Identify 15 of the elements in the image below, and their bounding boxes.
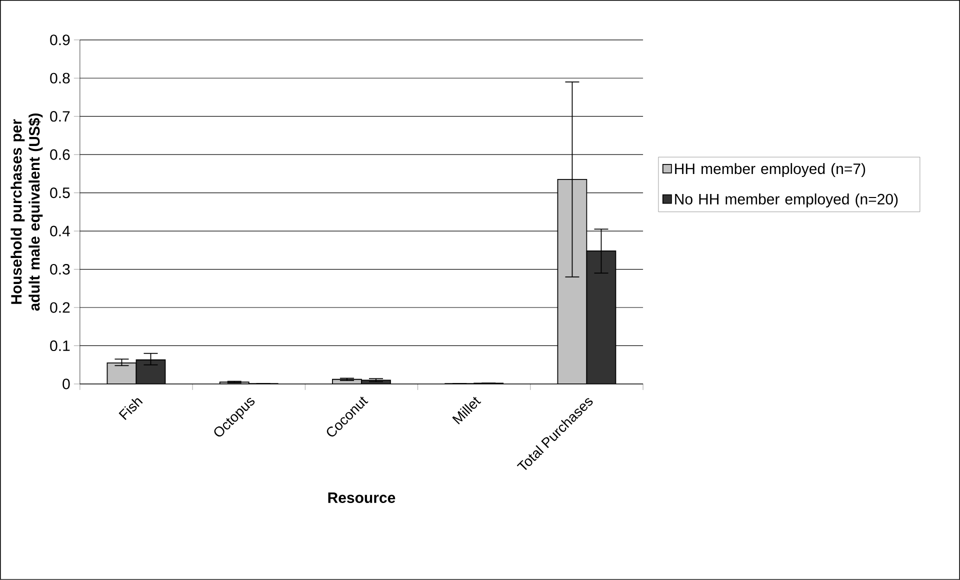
x-axis-title: Resource [328, 492, 396, 504]
y-axis-title: Household purchases per adult male equivalent (US$) [10, 114, 43, 311]
y-tick-label: 0.7 [50, 111, 70, 122]
y-tick-label: 0.4 [50, 226, 70, 236]
y-tick-label: 0.8 [50, 72, 70, 84]
y-tick-label: 0.6 [50, 149, 70, 160]
legend-label: No HH member employed (n=20) [675, 194, 898, 208]
legend-label: HH member employed (n=7) [675, 163, 866, 178]
y-tick-label: 0.3 [50, 264, 70, 275]
y-tick-label: 0.2 [50, 302, 70, 313]
x-tick-label: Fish [118, 398, 143, 420]
y-tick-label: 0.9 [50, 34, 70, 46]
y-tick-label: 0.1 [50, 340, 70, 352]
y-tick-label: 0 [62, 378, 70, 390]
y-tick-label: 0.5 [50, 188, 70, 198]
